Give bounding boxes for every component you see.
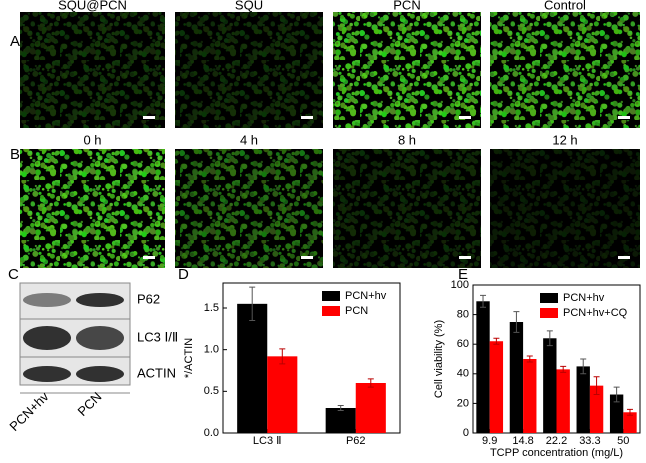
- image-label: 4 h: [240, 132, 258, 147]
- micrograph: [333, 12, 481, 128]
- bar: [543, 338, 557, 433]
- x-tick-label: P62: [346, 435, 366, 447]
- image-label: Control: [544, 0, 586, 12]
- x-tick-label: 14.8: [512, 435, 533, 447]
- legend-label: PCN: [345, 305, 368, 317]
- y-tick-label: 0: [463, 427, 469, 439]
- band-label: ACTIN: [137, 365, 176, 380]
- error-bar: [593, 376, 600, 396]
- x-tick-label: 9.9: [482, 435, 497, 447]
- error-bar: [367, 378, 374, 388]
- error-bar: [337, 405, 344, 411]
- band-label: LC3 Ⅰ/Ⅱ: [137, 329, 178, 344]
- error-bar: [560, 365, 567, 373]
- image-label: 0 h: [83, 132, 101, 147]
- scale-bar: [301, 256, 313, 259]
- micrograph: [490, 149, 640, 268]
- blot-band: [76, 366, 124, 382]
- bar: [576, 366, 590, 433]
- micrograph: [490, 12, 640, 128]
- bar: [509, 322, 524, 433]
- band-label: P62: [137, 291, 160, 306]
- y-tick-label: 20: [457, 397, 469, 409]
- bar: [489, 341, 504, 433]
- error-bar: [279, 348, 286, 365]
- legend-swatch: [322, 306, 340, 316]
- y-tick-label: 60: [457, 338, 469, 350]
- error-bar: [493, 337, 500, 345]
- image-label: SQU: [235, 0, 263, 12]
- y-tick-label: 40: [457, 368, 469, 380]
- error-bar: [513, 311, 520, 333]
- x-tick-label: 33.3: [579, 435, 600, 447]
- scale-bar: [143, 256, 155, 259]
- y-axis-label: Cell viability (%): [433, 320, 445, 398]
- scale-bar: [459, 116, 471, 119]
- y-tick-label: 0.0: [204, 427, 219, 439]
- legend-label: PCN+hv: [345, 290, 387, 302]
- scale-bar: [301, 116, 313, 119]
- y-tick-label: 80: [457, 309, 469, 321]
- bar: [237, 303, 268, 433]
- x-axis-label: TCPP concentration (mg/L): [490, 447, 623, 459]
- x-tick-label: 50: [617, 435, 629, 447]
- panel-label: E: [458, 266, 468, 283]
- blot-band: [23, 326, 71, 350]
- plot-frame: [222, 282, 401, 434]
- panel-label: B: [10, 146, 20, 163]
- legend-label: PCN+hv+CQ: [563, 307, 628, 319]
- micrograph: [333, 149, 481, 268]
- error-bar: [613, 386, 620, 403]
- blot-band: [23, 366, 71, 382]
- image-label: 8 h: [398, 132, 416, 147]
- micrograph: [175, 12, 323, 128]
- x-tick-label: LC3 Ⅱ: [253, 435, 282, 447]
- image-label: SQU@PCN: [58, 0, 127, 12]
- bar: [523, 359, 537, 433]
- lane-label: PCN+hv: [6, 389, 51, 434]
- panel-label: D: [178, 266, 189, 283]
- error-bar: [546, 330, 553, 347]
- y-tick-label: 1.5: [204, 302, 219, 314]
- legend-swatch: [322, 291, 340, 301]
- error-bar: [249, 286, 256, 321]
- blot-band: [76, 326, 124, 350]
- image-label: PCN: [393, 0, 420, 12]
- x-tick-label: 22.2: [546, 435, 567, 447]
- error-bar: [580, 358, 587, 375]
- bar: [325, 408, 356, 433]
- blot-band: [76, 293, 124, 307]
- image-label: 12 h: [552, 132, 577, 147]
- scale-bar: [143, 116, 155, 119]
- scale-bar: [459, 256, 471, 259]
- micrograph: [175, 149, 323, 268]
- y-axis-label: */ACTIN: [183, 338, 195, 378]
- bar: [355, 383, 386, 433]
- bar: [267, 356, 298, 433]
- bar: [623, 412, 637, 433]
- scale-bar: [618, 256, 630, 259]
- legend-label: PCN+hv: [563, 292, 605, 304]
- legend-swatch: [540, 308, 558, 318]
- legend-swatch: [540, 293, 558, 303]
- y-tick-label: 100: [451, 279, 469, 291]
- bar: [609, 394, 624, 433]
- panel-label: A: [10, 33, 20, 50]
- error-bar: [526, 355, 533, 363]
- blot-band: [23, 293, 71, 307]
- micrograph: [20, 12, 165, 128]
- y-tick-label: 0.5: [204, 385, 219, 397]
- micrograph: [20, 149, 165, 268]
- error-bar: [626, 408, 633, 416]
- bar: [589, 385, 604, 433]
- panel-label: C: [8, 266, 19, 283]
- bar: [476, 301, 490, 433]
- error-bar: [480, 294, 487, 308]
- y-tick-label: 1.0: [204, 344, 219, 356]
- bar: [556, 369, 570, 433]
- scale-bar: [618, 116, 630, 119]
